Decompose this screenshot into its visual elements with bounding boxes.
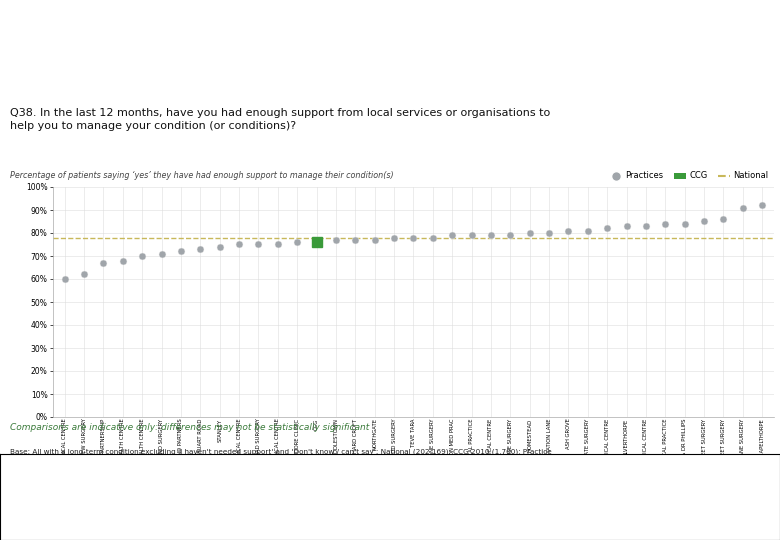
Legend: Practices, CCG, National: Practices, CCG, National	[606, 168, 772, 184]
Text: 37: 37	[382, 502, 398, 515]
Text: Comparisons are indicative only: differences may not be statistically significan: Comparisons are indicative only: differe…	[10, 423, 370, 433]
Text: Support with managing long-term health conditions:
how the CCG’s practices compa: Support with managing long-term health c…	[10, 15, 488, 49]
Text: Percentage of patients saying ‘yes’ they have had enough support to manage their: Percentage of patients saying ‘yes’ they…	[10, 172, 394, 180]
Text: Base: All with a long-term condition excluding 'I haven't needed support' and 'D: Base: All with a long-term condition exc…	[10, 449, 552, 462]
Text: Social Research Institute: Social Research Institute	[10, 514, 105, 523]
Text: Ipsos MORI: Ipsos MORI	[10, 488, 71, 498]
Text: %Yes = %Yes, definitely + %Yes, to some extent: %Yes = %Yes, definitely + %Yes, to some …	[562, 455, 736, 461]
Text: © Ipsos MORI    13-043653-01 | Version 1 | Public: © Ipsos MORI 13-043653-01 | Version 1 | …	[10, 528, 165, 534]
Text: Q38. In the last 12 months, have you had enough support from local services or o: Q38. In the last 12 months, have you had…	[10, 108, 551, 131]
